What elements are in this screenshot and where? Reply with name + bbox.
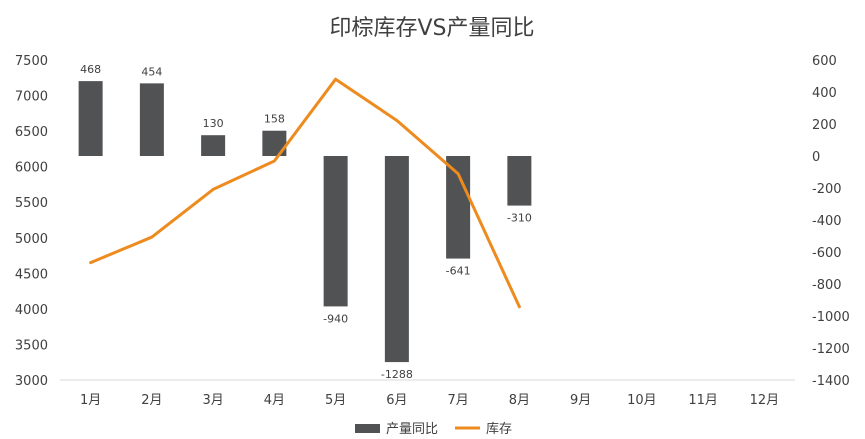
right-tick-label: 600 [812,54,837,69]
x-tick-label: 3月 [202,393,223,408]
bar [78,81,103,156]
left-tick-label: 4500 [15,267,48,282]
bar-data-labels: 468 454 130 158 -940 -1288 -641 -310 [80,63,532,381]
left-tick-label: 7000 [15,90,48,105]
legend-swatch-bar [355,424,380,433]
left-tick-label: 3500 [15,338,48,353]
bar [384,156,409,363]
left-tick-label: 6000 [15,161,48,176]
legend: 产量同比 库存 [355,421,512,437]
bar-data-label: -310 [507,212,532,225]
x-tick-label: 9月 [570,393,591,408]
x-tick-label: 12月 [750,393,780,408]
left-tick-label: 5000 [15,232,48,247]
right-tick-label: -800 [812,278,842,293]
right-tick-label: -1000 [812,310,850,325]
legend-label-bar: 产量同比 [386,422,438,437]
x-tick-label: 5月 [325,393,346,408]
bar [446,156,471,259]
right-tick-label: -1200 [812,342,850,357]
x-tick-label: 6月 [386,393,407,408]
bar-data-label: -940 [323,312,348,325]
line-series [89,77,521,309]
left-tick-label: 4000 [15,303,48,318]
bar [507,156,532,206]
left-tick-label: 7500 [15,54,48,69]
left-tick-label: 6500 [15,125,48,140]
right-tick-label: 200 [812,118,837,133]
right-tick-label: -400 [812,214,842,229]
bar [323,156,348,307]
left-tick-label: 3000 [15,374,48,389]
bar-data-label: -1288 [381,368,413,381]
legend-label-line: 库存 [486,421,512,437]
right-tick-label: -1400 [812,374,850,389]
line-path [89,77,521,309]
right-tick-label: 400 [812,86,837,101]
right-tick-label: -600 [812,246,842,261]
x-axis-ticks: 1月 2月 3月 4月 5月 6月 7月 8月 9月 10月 11月 12月 [80,393,779,408]
right-axis-ticks: 600 400 200 0 -200 -400 -600 -800 -1000 -1200 -140… [812,54,850,389]
x-tick-label: 4月 [264,393,285,408]
left-tick-label: 5500 [15,196,48,211]
right-tick-label: -200 [812,182,842,197]
bar-series [78,81,532,363]
bar [139,83,164,156]
right-tick-label: 0 [812,150,820,165]
bar-data-label: 468 [80,63,101,76]
x-tick-label: 1月 [80,393,101,408]
bar-data-label: 158 [264,113,285,126]
chart-title: 印棕库存VS产量同比 [329,16,534,41]
x-tick-label: 10月 [627,393,657,408]
left-axis-ticks: 3000 3500 4000 4500 5000 5500 6000 6500 7000 7500 [15,54,48,389]
bar-data-label: 454 [141,65,162,78]
bar-data-label: -641 [446,265,471,278]
bar-data-label: 130 [203,117,224,130]
x-tick-label: 8月 [509,393,530,408]
bar [201,135,226,156]
x-tick-label: 2月 [141,393,162,408]
x-tick-label: 11月 [688,393,718,408]
x-tick-label: 7月 [447,393,468,408]
